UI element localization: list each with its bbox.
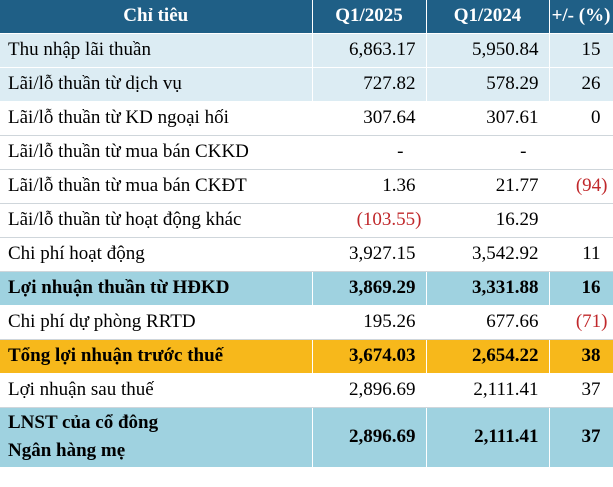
table-row: Lãi/lỗ thuần từ mua bán CKKD - - [0, 135, 613, 170]
cell-change [549, 135, 613, 170]
cell-change: 11 [549, 237, 613, 272]
cell-q1-2025: - [312, 135, 427, 170]
cell-q1-2024: 677.66 [426, 305, 550, 340]
cell-q1-2024: 21.77 [426, 169, 550, 204]
cell-q1-2025: 3,869.29 [312, 271, 427, 306]
table-row: Lãi/lỗ thuần từ KD ngoại hối 307.64 307.… [0, 101, 613, 136]
table-row: Thu nhập lãi thuần 6,863.17 5,950.84 15 [0, 33, 613, 68]
cell-q1-2024: 5,950.84 [426, 33, 550, 68]
cell-q1-2025: 2,896.69 [312, 407, 427, 468]
cell-q1-2025: 3,927.15 [312, 237, 427, 272]
row-label: Lãi/lỗ thuần từ hoạt động khác [0, 203, 313, 238]
table-row: Lãi/lỗ thuần từ hoạt động khác (103.55) … [0, 203, 613, 238]
table-row: Lãi/lỗ thuần từ dịch vụ 727.82 578.29 26 [0, 67, 613, 102]
cell-q1-2024: - [426, 135, 550, 170]
cell-q1-2025: 307.64 [312, 101, 427, 136]
table-row: Chi phí dự phòng RRTD 195.26 677.66 (71) [0, 305, 613, 340]
cell-change: 0 [549, 101, 613, 136]
cell-change: (94) [549, 169, 613, 204]
cell-q1-2024: 2,111.41 [426, 373, 550, 408]
row-label: Lãi/lỗ thuần từ mua bán CKKD [0, 135, 313, 170]
row-label: Tổng lợi nhuận trước thuế [0, 339, 313, 374]
header-change-pct: +/- (%) [549, 0, 613, 34]
table-row: Lãi/lỗ thuần từ mua bán CKĐT 1.36 21.77 … [0, 169, 613, 204]
table-row: LNST của cổ đông Ngân hàng mẹ 2,896.69 2… [0, 407, 613, 468]
cell-change: 26 [549, 67, 613, 102]
cell-change [549, 203, 613, 238]
row-label: Chi phí hoạt động [0, 237, 313, 272]
cell-q1-2024: 307.61 [426, 101, 550, 136]
row-label: Chi phí dự phòng RRTD [0, 305, 313, 340]
cell-q1-2025: 727.82 [312, 67, 427, 102]
cell-q1-2025: (103.55) [312, 203, 427, 238]
cell-q1-2024: 3,331.88 [426, 271, 550, 306]
cell-q1-2024: 578.29 [426, 67, 550, 102]
table-row: Lợi nhuận thuần từ HĐKD 3,869.29 3,331.8… [0, 271, 613, 306]
cell-q1-2025: 1.36 [312, 169, 427, 204]
cell-change: 16 [549, 271, 613, 306]
row-label-line1: LNST của cổ đông [8, 412, 159, 433]
cell-change: 15 [549, 33, 613, 68]
header-q1-2024: Q1/2024 [426, 0, 550, 34]
cell-change: 38 [549, 339, 613, 374]
header-q1-2025: Q1/2025 [312, 0, 427, 34]
row-label: LNST của cổ đông Ngân hàng mẹ [0, 407, 313, 468]
cell-q1-2025: 6,863.17 [312, 33, 427, 68]
table-header-row: Chỉ tiêu Q1/2025 Q1/2024 +/- (%) [0, 0, 613, 34]
cell-q1-2025: 3,674.03 [312, 339, 427, 374]
row-label: Lợi nhuận thuần từ HĐKD [0, 271, 313, 306]
cell-q1-2025: 2,896.69 [312, 373, 427, 408]
row-label: Lãi/lỗ thuần từ mua bán CKĐT [0, 169, 313, 204]
cell-q1-2024: 2,654.22 [426, 339, 550, 374]
cell-q1-2024: 3,542.92 [426, 237, 550, 272]
row-label: Lãi/lỗ thuần từ dịch vụ [0, 67, 313, 102]
cell-q1-2024: 2,111.41 [426, 407, 550, 468]
cell-q1-2025: 195.26 [312, 305, 427, 340]
table-row-highlight: Tổng lợi nhuận trước thuế 3,674.03 2,654… [0, 339, 613, 374]
cell-change: 37 [549, 407, 613, 468]
cell-change: (71) [549, 305, 613, 340]
cell-change: 37 [549, 373, 613, 408]
table-row: Chi phí hoạt động 3,927.15 3,542.92 11 [0, 237, 613, 272]
financial-summary-table: Chỉ tiêu Q1/2025 Q1/2024 +/- (%) Thu nhậ… [0, 0, 613, 468]
row-label: Lợi nhuận sau thuế [0, 373, 313, 408]
row-label: Thu nhập lãi thuần [0, 33, 313, 68]
row-label-line2: Ngân hàng mẹ [8, 440, 126, 461]
cell-q1-2024: 16.29 [426, 203, 550, 238]
row-label: Lãi/lỗ thuần từ KD ngoại hối [0, 101, 313, 136]
header-indicator: Chỉ tiêu [0, 0, 313, 34]
table-row: Lợi nhuận sau thuế 2,896.69 2,111.41 37 [0, 373, 613, 408]
